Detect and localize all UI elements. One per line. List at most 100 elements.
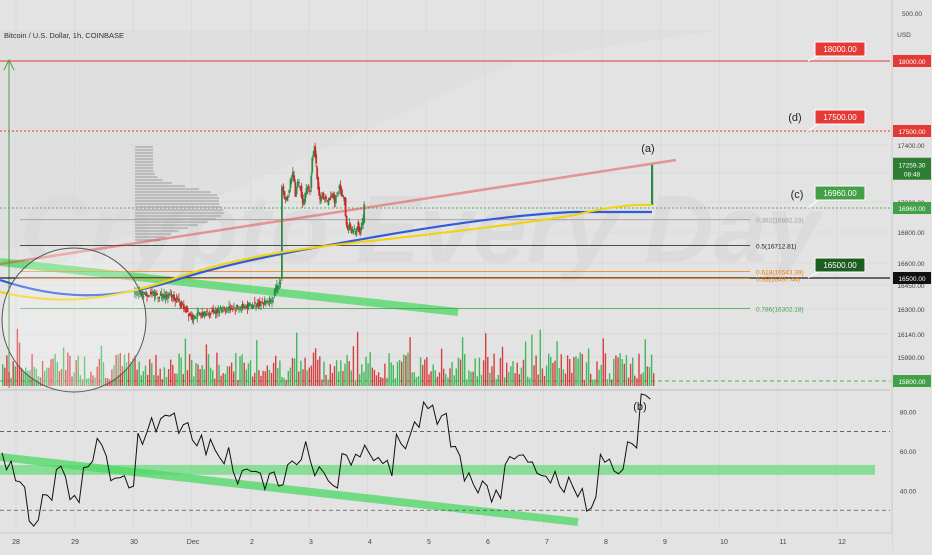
volume-bar [235, 353, 237, 386]
candle-body [247, 302, 250, 307]
candle-body [147, 295, 150, 297]
volume-bar [239, 356, 241, 386]
volume-bar [529, 378, 531, 386]
candle-body [183, 304, 185, 310]
volume-bar [279, 360, 281, 386]
candle-body [159, 294, 162, 296]
candle-body [234, 309, 237, 311]
volume-bar [291, 357, 294, 386]
volume-bar [163, 367, 166, 386]
volume-bar [266, 365, 268, 386]
candle-body [287, 196, 289, 198]
volume-bar [205, 344, 208, 386]
candle-body [229, 309, 232, 311]
volume-bar [222, 373, 224, 386]
volume-profile-bar [135, 227, 188, 230]
volume-bar [289, 367, 292, 386]
volume-bar [569, 358, 571, 386]
green-support-trend [0, 258, 459, 316]
volume-profile-bar [135, 146, 154, 149]
candle-body [306, 187, 309, 190]
wave-label: (b) [633, 401, 646, 413]
candle-body [261, 301, 264, 303]
volume-bar [407, 352, 409, 386]
volume-bar [104, 377, 107, 386]
candle-body [305, 188, 308, 195]
volume-bar [646, 366, 649, 386]
time-tick-label: 30 [130, 539, 138, 546]
candle-body [206, 310, 209, 312]
volume-bar [550, 356, 552, 386]
highlight-circle [1, 247, 147, 393]
volume-bar [560, 354, 562, 386]
volume-bar [344, 363, 346, 386]
time-tick-label: 4 [368, 539, 372, 546]
volume-bar [243, 362, 245, 386]
candle-body [216, 308, 218, 313]
candle-body [267, 300, 270, 302]
volume-bar [489, 372, 491, 386]
volume-bar [285, 379, 287, 386]
volume-bar [449, 368, 451, 386]
volume-bar [512, 361, 514, 386]
volume-bar [386, 377, 388, 386]
volume-profile-bar [135, 167, 154, 170]
candle-body [282, 186, 285, 192]
volume-bar [575, 356, 577, 386]
volume-bar [102, 362, 105, 386]
candle-body [236, 306, 239, 308]
volume-bar [365, 356, 367, 386]
volume-bar [304, 357, 306, 386]
candle-body [333, 194, 336, 203]
volume-bar [180, 357, 182, 386]
candle-body [320, 196, 322, 202]
fib-label: 0.5(16712.81) [756, 244, 796, 251]
volume-bar [247, 363, 250, 386]
time-tick-label: 2 [250, 539, 254, 546]
volume-profile-bar [135, 185, 185, 188]
current-price-value: 17259.30 [898, 163, 925, 170]
volume-bar [636, 378, 638, 386]
volume-profile-bar [135, 176, 158, 179]
candle-body [249, 303, 251, 305]
candle-body [185, 306, 188, 313]
volume-profile-bar [135, 209, 224, 212]
volume-bar [436, 376, 439, 386]
volume-bar [197, 364, 199, 386]
callout-box [814, 41, 866, 57]
volume-bar [151, 363, 153, 386]
candle-body [243, 305, 245, 309]
volume-bar [359, 374, 361, 386]
candle-body [232, 308, 234, 310]
volume-bar [209, 367, 212, 386]
volume-bar [86, 378, 88, 386]
volume-bar [482, 360, 485, 386]
candle-body [223, 307, 226, 310]
candle-body [300, 185, 303, 198]
volume-bar [199, 369, 201, 386]
volume-bar [258, 370, 260, 386]
volume-bar [325, 374, 327, 386]
volume-bar [533, 365, 535, 386]
volume-bar [499, 357, 502, 386]
candle-body [283, 191, 286, 199]
volume-bar [552, 362, 554, 386]
volume-bar [27, 370, 29, 386]
volume-bar [44, 370, 46, 386]
volume-bar [415, 377, 418, 386]
volume-bar [430, 371, 432, 386]
volume-bar [514, 373, 516, 386]
candle-body [309, 190, 311, 192]
volume-bar [41, 360, 44, 386]
volume-bar [478, 357, 481, 386]
volume-bar [428, 374, 430, 386]
volume-bar [608, 373, 611, 386]
candle-body [354, 233, 357, 235]
volume-bar [543, 375, 546, 386]
candle-body [256, 303, 259, 308]
volume-bar [268, 369, 271, 386]
ma-yellow-line [0, 203, 653, 301]
candle-body [162, 295, 164, 299]
candle-body [148, 295, 151, 297]
